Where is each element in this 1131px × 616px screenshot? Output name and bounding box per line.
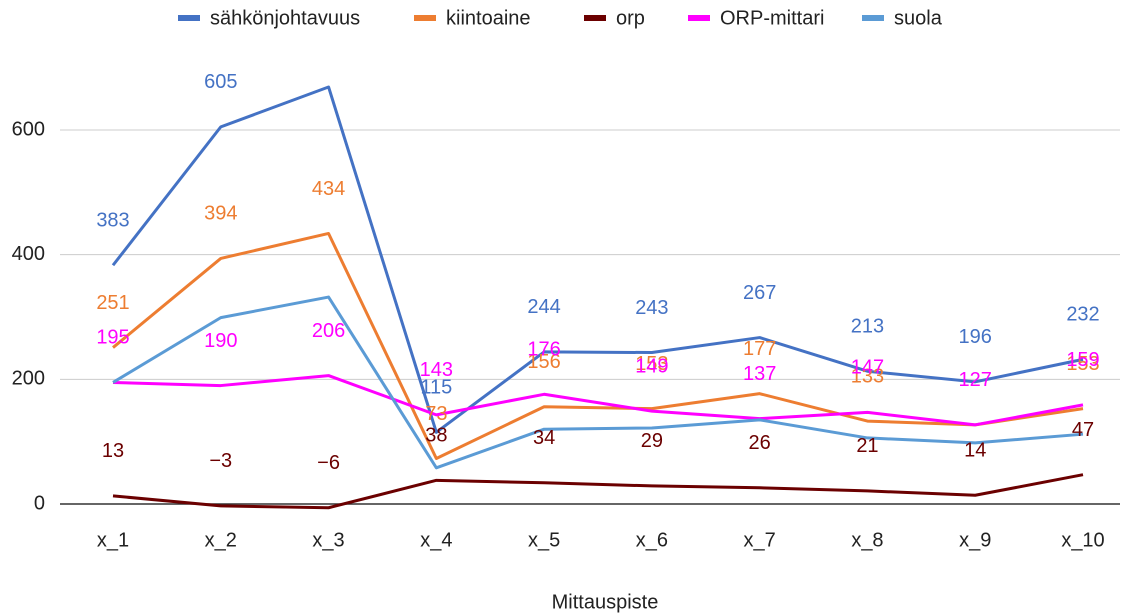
x-tick-label: x_10 [1061, 529, 1104, 551]
legend-swatch [862, 15, 884, 21]
data-label: 115 [420, 377, 452, 399]
data-label: 394 [204, 203, 237, 225]
data-label: 434 [312, 178, 345, 200]
data-label: 47 [1072, 419, 1094, 441]
x-tick-label: x_2 [205, 529, 237, 551]
data-label: 383 [96, 210, 129, 232]
series-line [112, 295, 1084, 470]
data-label: 149 [635, 355, 668, 377]
series-line [111, 85, 1084, 434]
data-label: 196 [959, 326, 992, 348]
data-label: 190 [204, 330, 237, 352]
series-line [112, 374, 1084, 427]
data-label: 213 [851, 316, 884, 338]
data-label: 153 [635, 353, 668, 375]
data-label: 143 [420, 359, 453, 381]
data-label: 267 [743, 282, 776, 304]
data-label: 147 [851, 357, 884, 379]
legend-swatch [584, 15, 606, 21]
data-label: 243 [635, 297, 668, 319]
data-label: 159 [1066, 349, 1099, 371]
series-line [112, 231, 1084, 460]
data-label: 133 [851, 365, 884, 387]
data-label: 29 [641, 430, 663, 452]
data-label: −6 [317, 452, 340, 474]
y-tick-label: 0 [34, 492, 45, 514]
data-label: 14 [964, 440, 986, 462]
x-tick-label: x_6 [636, 529, 668, 551]
y-tick-label: 400 [12, 243, 45, 265]
y-tick-label: 600 [12, 118, 45, 140]
legend-swatch [414, 15, 436, 21]
data-label: 21 [856, 435, 878, 457]
x-tick-label: x_3 [312, 529, 344, 551]
data-label: 244 [527, 296, 560, 318]
x-axis-label: Mittauspiste [552, 591, 659, 613]
data-label: 137 [743, 363, 776, 385]
legend-label: ORP-mittari [720, 7, 824, 29]
legend-label: orp [616, 7, 645, 29]
x-tick-label: x_1 [97, 529, 129, 551]
legend-label: kiintoaine [446, 7, 531, 29]
data-label: 127 [959, 369, 992, 391]
data-label: 153 [1066, 353, 1099, 375]
x-tick-label: x_5 [528, 529, 560, 551]
legend-label: sähkönjohtavuus [210, 7, 360, 29]
data-label: 34 [533, 427, 555, 449]
data-label: 13 [102, 440, 124, 462]
data-label: 177 [743, 338, 776, 360]
data-label: 176 [527, 339, 560, 361]
data-label: 251 [96, 292, 129, 314]
data-label: 206 [312, 320, 345, 342]
data-label: 26 [749, 432, 771, 454]
data-label: 73 [425, 403, 447, 425]
series-line [112, 473, 1084, 510]
data-label: 38 [425, 425, 447, 447]
x-tick-label: x_4 [420, 529, 452, 551]
data-label: 232 [1066, 304, 1099, 326]
legend-swatch [178, 15, 200, 21]
x-tick-label: x_8 [851, 529, 883, 551]
legend-label: suola [894, 7, 943, 29]
data-label: 195 [96, 327, 129, 349]
data-label: −3 [209, 450, 232, 472]
x-tick-label: x_7 [744, 529, 776, 551]
data-label: 605 [204, 71, 237, 93]
data-label: 156 [527, 351, 560, 373]
x-tick-label: x_9 [959, 529, 991, 551]
legend-swatch [688, 15, 710, 21]
y-tick-label: 200 [12, 368, 45, 390]
